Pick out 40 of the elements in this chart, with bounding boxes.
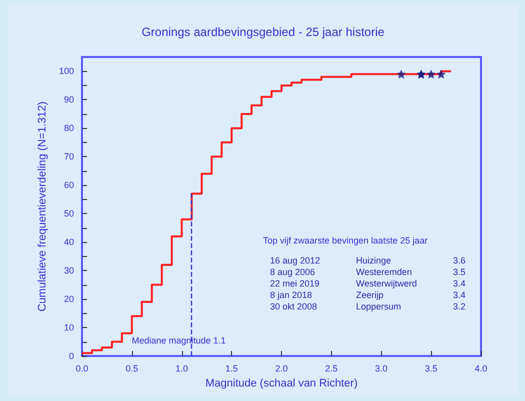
chart-title: Gronings aardbevingsgebied - 25 jaar historie bbox=[142, 25, 385, 39]
x-tick-label: 0.5 bbox=[126, 364, 138, 374]
x-tick-label: 1.5 bbox=[225, 364, 238, 374]
y-tick-label: 80 bbox=[64, 123, 74, 134]
annotation: 22 mei 2019 bbox=[270, 278, 320, 288]
x-tick-label: 2.0 bbox=[275, 364, 288, 374]
annotation: 3.4 bbox=[453, 290, 466, 300]
annotation: Westeremden bbox=[356, 267, 412, 277]
annotation: 3.5 bbox=[453, 267, 466, 277]
annotation: Huizinge bbox=[356, 256, 392, 266]
y-axis-title: Cumulatieve frequentieverdeling (N=1.312) bbox=[36, 101, 49, 312]
x-tick-label: 1.0 bbox=[175, 364, 188, 374]
x-tick-label: 3.0 bbox=[374, 364, 388, 374]
y-tick-label: 90 bbox=[64, 94, 74, 105]
y-tick-label: 60 bbox=[64, 180, 74, 190]
annotation: 8 aug 2006 bbox=[270, 267, 316, 277]
y-tick-label: 50 bbox=[64, 208, 74, 219]
x-tick-label: 3.5 bbox=[424, 364, 438, 374]
annotation: Zeerijp bbox=[356, 290, 384, 300]
annotation: 30 okt 2008 bbox=[270, 302, 318, 312]
x-tick-label: 4.0 bbox=[474, 364, 488, 374]
annotation: 16 aug 2012 bbox=[270, 256, 320, 266]
y-tick-label: 100 bbox=[58, 66, 74, 76]
y-tick-label: 10 bbox=[64, 322, 74, 333]
y-tick-label: 40 bbox=[64, 237, 74, 248]
y-tick-label: 30 bbox=[64, 266, 74, 276]
x-axis-title: Magnitude (schaal van Richter) bbox=[205, 377, 358, 390]
annotation: 3.2 bbox=[453, 302, 466, 312]
ref-line-label: Mediane magnitude 1.1 bbox=[132, 336, 226, 346]
annotation: 3.6 bbox=[453, 256, 466, 266]
annotation: Top vijf zwaarste bevingen laatste 25 jaar bbox=[263, 236, 428, 246]
x-tick-label: 0.0 bbox=[76, 364, 88, 374]
y-tick-label: 70 bbox=[64, 152, 74, 162]
y-tick-label: 0 bbox=[68, 351, 74, 361]
annotation: 8 jan 2018 bbox=[270, 290, 312, 300]
y-tick-label: 20 bbox=[64, 294, 74, 304]
annotation: Loppersum bbox=[356, 302, 402, 312]
annotation: 3.4 bbox=[453, 278, 466, 288]
annotation: Westerwijtwerd bbox=[356, 278, 417, 288]
x-tick-label: 2.5 bbox=[325, 364, 338, 374]
